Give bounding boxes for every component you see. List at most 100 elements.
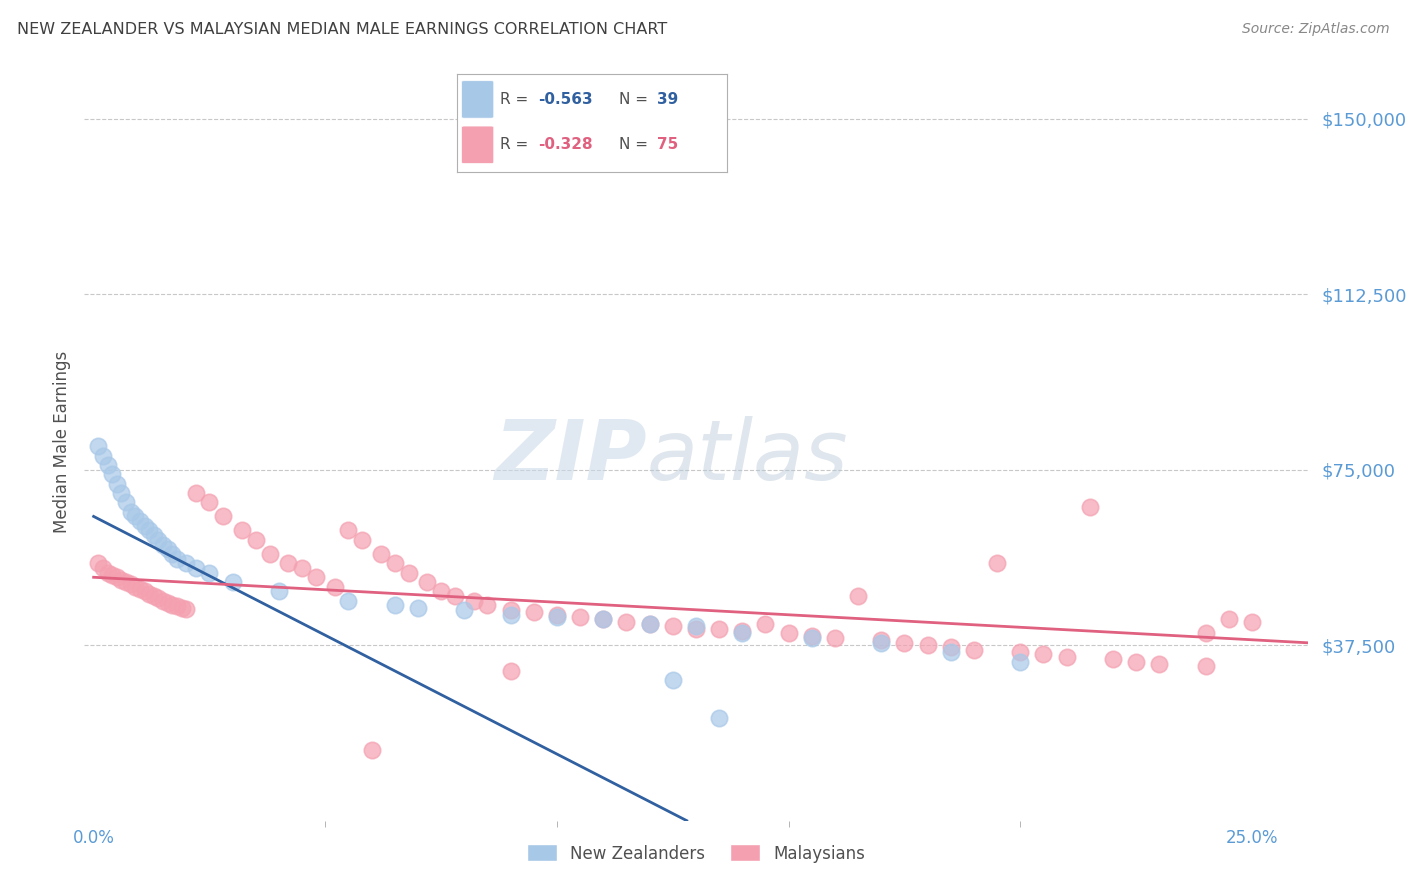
Point <box>184 561 207 575</box>
Point <box>337 524 360 538</box>
Point <box>800 629 823 643</box>
Point <box>662 673 685 688</box>
Point <box>277 556 299 570</box>
Point <box>124 580 146 594</box>
Point <box>129 514 152 528</box>
Legend: New Zealanders, Malaysians: New Zealanders, Malaysians <box>520 838 872 869</box>
Point <box>1078 500 1101 514</box>
Point <box>101 568 124 582</box>
Point <box>986 556 1008 570</box>
Point <box>370 547 392 561</box>
Point <box>156 542 179 557</box>
Point <box>870 633 893 648</box>
Point <box>174 602 197 616</box>
Point <box>685 619 707 633</box>
Point <box>305 570 328 584</box>
Point <box>162 547 184 561</box>
Point <box>91 449 114 463</box>
Point <box>231 524 253 538</box>
Point <box>1218 612 1240 626</box>
Point <box>156 596 179 610</box>
Point <box>398 566 420 580</box>
Point <box>754 617 776 632</box>
Point <box>337 593 360 607</box>
Point <box>592 612 614 626</box>
Point <box>384 556 406 570</box>
Point <box>96 566 118 580</box>
Point <box>212 509 235 524</box>
Point <box>105 476 128 491</box>
Point <box>1010 645 1032 659</box>
Point <box>1102 652 1125 666</box>
Point <box>616 615 638 629</box>
Y-axis label: Median Male Earnings: Median Male Earnings <box>53 351 72 533</box>
Text: atlas: atlas <box>647 417 849 497</box>
Point <box>134 584 156 599</box>
Point <box>134 518 156 533</box>
Point <box>162 599 184 613</box>
Point <box>166 551 188 566</box>
Point <box>152 537 174 551</box>
Point <box>198 566 221 580</box>
Point <box>110 573 132 587</box>
Point <box>685 622 707 636</box>
Text: NEW ZEALANDER VS MALAYSIAN MEDIAN MALE EARNINGS CORRELATION CHART: NEW ZEALANDER VS MALAYSIAN MEDIAN MALE E… <box>17 22 666 37</box>
Point <box>352 533 374 547</box>
Point <box>824 631 846 645</box>
Point <box>662 619 685 633</box>
Point <box>87 439 110 453</box>
Point <box>115 574 138 589</box>
Point <box>893 636 915 650</box>
Point <box>731 624 754 639</box>
Point <box>939 645 962 659</box>
Point <box>170 600 193 615</box>
Point <box>499 603 522 617</box>
Point <box>184 486 207 500</box>
Point <box>444 589 467 603</box>
Point <box>120 505 142 519</box>
Point <box>142 528 165 542</box>
Point <box>91 561 114 575</box>
Point <box>546 607 568 622</box>
Point <box>638 617 661 632</box>
Point <box>124 509 146 524</box>
Point <box>592 612 614 626</box>
Point <box>138 587 160 601</box>
Point <box>731 626 754 640</box>
Point <box>384 599 406 613</box>
Point <box>166 599 188 614</box>
Point <box>152 593 174 607</box>
Point <box>569 610 592 624</box>
Point <box>463 593 485 607</box>
Point <box>870 636 893 650</box>
Point <box>96 458 118 472</box>
Point <box>963 642 986 657</box>
Point <box>138 524 160 538</box>
Point <box>105 570 128 584</box>
Point <box>523 606 546 620</box>
Point <box>778 626 800 640</box>
Point <box>430 584 453 599</box>
Point <box>245 533 267 547</box>
Point <box>477 599 499 613</box>
Point <box>323 580 346 594</box>
Point <box>499 607 522 622</box>
Point <box>499 664 522 678</box>
Point <box>1125 655 1147 669</box>
Point <box>1195 626 1218 640</box>
Text: ZIP: ZIP <box>495 417 647 497</box>
Point <box>707 622 730 636</box>
Point <box>142 589 165 603</box>
Point <box>1240 615 1263 629</box>
Point <box>1010 655 1032 669</box>
Point <box>174 556 197 570</box>
Point <box>917 638 939 652</box>
Point <box>1149 657 1171 671</box>
Point <box>800 631 823 645</box>
Point <box>846 589 869 603</box>
Point <box>360 743 382 757</box>
Point <box>129 582 152 596</box>
Point <box>939 640 962 655</box>
Point <box>101 467 124 482</box>
Point <box>416 574 439 589</box>
